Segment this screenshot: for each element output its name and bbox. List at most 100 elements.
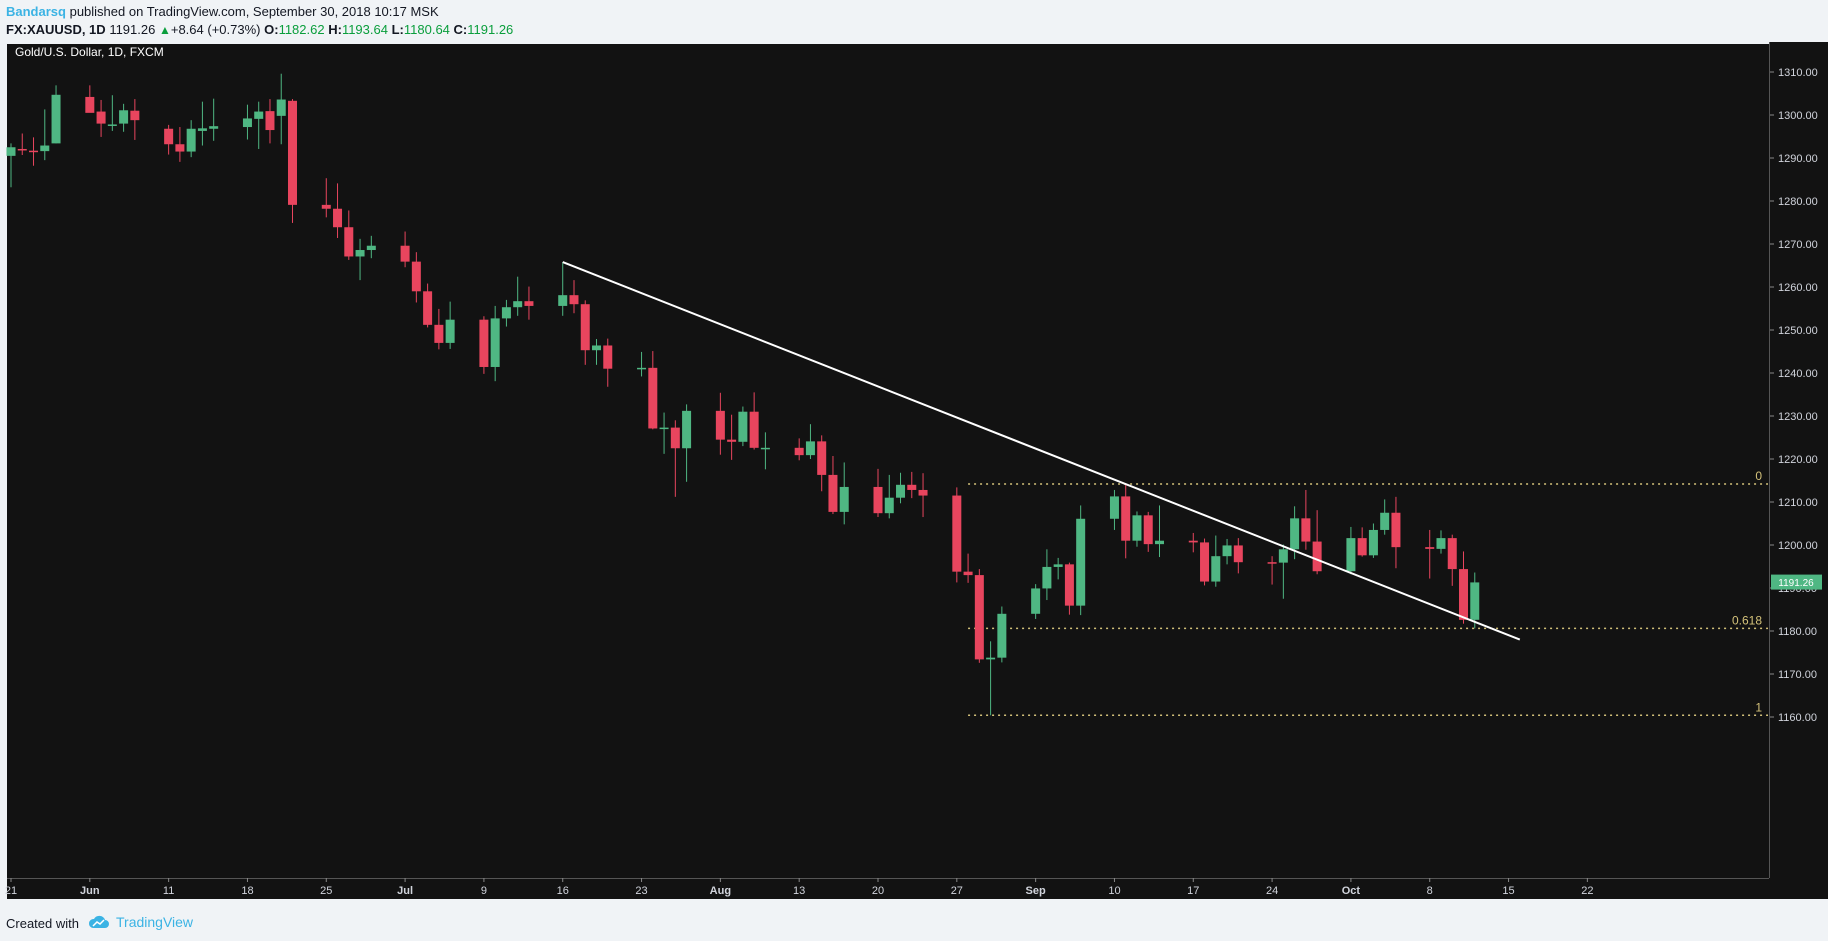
candle-up[interactable] <box>276 73 286 145</box>
candle-down[interactable] <box>963 553 973 583</box>
candle-down[interactable] <box>1267 556 1277 585</box>
candle-up[interactable] <box>637 351 647 377</box>
candle-down[interactable] <box>907 471 917 499</box>
candle-down[interactable] <box>1447 534 1457 586</box>
candle-down[interactable] <box>479 316 489 374</box>
candle-up[interactable] <box>760 432 770 470</box>
candle-down[interactable] <box>287 99 297 223</box>
candle-up[interactable] <box>40 109 50 161</box>
candle-up[interactable] <box>1346 526 1356 575</box>
candle-down[interactable] <box>715 392 725 455</box>
candle-up[interactable] <box>1470 572 1480 629</box>
candle-down[interactable] <box>1064 562 1074 615</box>
candle-down[interactable] <box>1357 527 1367 557</box>
candle-down[interactable] <box>344 210 354 260</box>
candle-down[interactable] <box>1143 511 1153 552</box>
candle-up[interactable] <box>1132 511 1142 547</box>
candle-up[interactable] <box>659 412 669 454</box>
candle-up[interactable] <box>558 262 568 316</box>
candle-down[interactable] <box>164 124 174 155</box>
candle-down[interactable] <box>1121 483 1131 559</box>
candle-up[interactable] <box>738 406 748 447</box>
candle-up[interactable] <box>1031 584 1041 619</box>
candle-up[interactable] <box>884 474 894 519</box>
candle-down[interactable] <box>400 231 410 268</box>
candle-up[interactable] <box>51 85 61 144</box>
candle-down[interactable] <box>952 487 962 583</box>
candle-up[interactable] <box>1222 538 1232 565</box>
candle-up[interactable] <box>1278 544 1288 599</box>
candle-up[interactable] <box>254 101 264 149</box>
candle-up[interactable] <box>6 143 16 188</box>
candle-up[interactable] <box>682 404 692 482</box>
candle-up[interactable] <box>1076 505 1086 616</box>
candle-down[interactable] <box>29 137 39 166</box>
candle-up[interactable] <box>355 238 365 281</box>
candle-down[interactable] <box>17 133 27 155</box>
candle-down[interactable] <box>96 99 106 137</box>
candle-up[interactable] <box>1436 530 1446 554</box>
candle-up[interactable] <box>1109 489 1119 530</box>
candle-down[interactable] <box>1188 532 1198 553</box>
candle-down[interactable] <box>1391 496 1401 569</box>
candle-up[interactable] <box>1042 549 1052 601</box>
candle-down[interactable] <box>873 468 883 518</box>
candle-up[interactable] <box>592 339 602 365</box>
candle-up[interactable] <box>445 301 455 349</box>
candle-down[interactable] <box>333 183 343 238</box>
candle-down[interactable] <box>265 99 275 144</box>
candle-down[interactable] <box>828 455 838 515</box>
candle-up[interactable] <box>1053 557 1063 580</box>
candle-up[interactable] <box>242 104 252 140</box>
candle-down[interactable] <box>321 178 331 218</box>
candle-down[interactable] <box>434 308 444 350</box>
candle-down[interactable] <box>603 338 613 387</box>
candle-down[interactable] <box>1425 529 1435 579</box>
candle-up[interactable] <box>1154 505 1164 558</box>
author-link[interactable]: Bandarsq <box>6 4 66 19</box>
candle-up[interactable] <box>107 95 117 131</box>
candle-down[interactable] <box>524 286 534 320</box>
candle-down[interactable] <box>569 280 579 314</box>
candle-down[interactable] <box>1312 510 1322 575</box>
trendline[interactable] <box>562 261 1521 641</box>
candle-up[interactable] <box>805 424 815 459</box>
candle-up[interactable] <box>490 305 500 382</box>
candle-down[interactable] <box>130 99 140 140</box>
tradingview-link[interactable]: TradingView <box>88 914 193 930</box>
candle-up[interactable] <box>1211 535 1221 587</box>
candle-up[interactable] <box>209 98 219 141</box>
candle-up[interactable] <box>1368 523 1378 558</box>
candle-up[interactable] <box>197 101 207 146</box>
candle-up[interactable] <box>997 606 1007 663</box>
candle-down[interactable] <box>918 473 928 518</box>
candle-down[interactable] <box>1301 489 1311 550</box>
candle-down[interactable] <box>85 85 95 113</box>
time-axis[interactable] <box>7 878 1770 899</box>
candle-up[interactable] <box>366 235 376 259</box>
candle-down[interactable] <box>423 283 433 328</box>
candle-up[interactable] <box>839 462 849 525</box>
candle-down[interactable] <box>175 127 185 162</box>
candle-up[interactable] <box>119 103 129 132</box>
price-axis[interactable] <box>1770 42 1828 899</box>
candle-up[interactable] <box>513 276 523 316</box>
candle-down[interactable] <box>580 300 590 365</box>
candle-down[interactable] <box>1459 551 1469 624</box>
candle-up[interactable] <box>896 472 906 504</box>
candle-down[interactable] <box>648 351 658 430</box>
candle-down[interactable] <box>1233 538 1243 574</box>
candle-down[interactable] <box>974 569 984 663</box>
price-chart[interactable]: 0 0.618 1 Gold/U.S. Dollar, 1D, FXCM 1160.… <box>0 42 1828 906</box>
candle-down[interactable] <box>794 438 804 461</box>
candle-down[interactable] <box>749 392 759 450</box>
candle-down[interactable] <box>1200 538 1210 586</box>
candle-up[interactable] <box>986 641 996 716</box>
candle-down[interactable] <box>727 414 737 460</box>
candle-down[interactable] <box>817 435 827 492</box>
candle-up[interactable] <box>1380 499 1390 535</box>
candle-up[interactable] <box>186 120 196 158</box>
candle-down[interactable] <box>670 420 680 497</box>
candle-down[interactable] <box>411 252 421 303</box>
candle-up[interactable] <box>501 299 511 327</box>
